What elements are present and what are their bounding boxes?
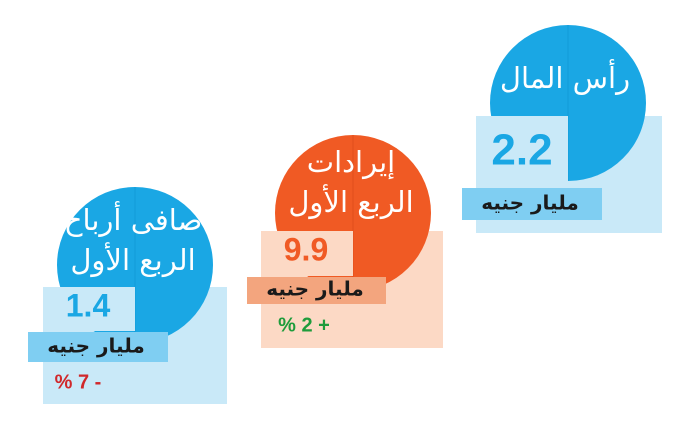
unit-bar xyxy=(28,332,168,362)
number-box xyxy=(43,287,135,331)
card-change: % 7 - xyxy=(55,371,102,393)
card-value: 2.2 xyxy=(491,126,552,175)
card-unit: مليار جنيه xyxy=(47,334,145,358)
card-unit: مليار جنيه xyxy=(266,277,364,301)
number-box xyxy=(476,116,568,182)
card-title: صافى أرباح xyxy=(64,200,202,237)
card-value: 9.9 xyxy=(284,231,328,267)
card-value: 1.4 xyxy=(66,287,111,323)
card: رأس المال 2.2 مليار جنيه xyxy=(462,25,662,233)
card-title: رأس المال xyxy=(500,58,630,95)
card-title: إيرادات xyxy=(307,145,395,180)
card: إيرادات الربع الأول 9.9 مليار جنيه % 2 + xyxy=(247,135,443,348)
card-unit: مليار جنيه xyxy=(481,191,579,215)
card-change: % 2 + xyxy=(278,314,330,336)
unit-bar xyxy=(462,188,602,220)
unit-bar xyxy=(247,277,386,304)
card-title: الربع الأول xyxy=(288,183,413,219)
card-title: الربع الأول xyxy=(70,241,195,277)
number-box xyxy=(261,231,353,276)
card: صافى أرباح الربع الأول 1.4 مليار جنيه % … xyxy=(28,187,227,404)
